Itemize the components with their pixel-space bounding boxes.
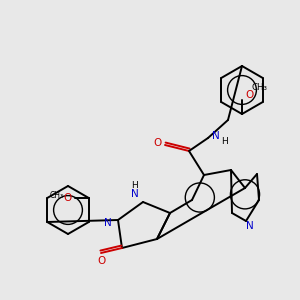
Text: O: O	[245, 90, 253, 100]
Text: N: N	[246, 221, 254, 231]
Text: H: H	[132, 181, 138, 190]
Text: CH₃: CH₃	[252, 83, 268, 92]
Text: CH₃: CH₃	[50, 190, 64, 200]
Text: N: N	[104, 218, 112, 228]
Text: N: N	[212, 131, 220, 141]
Text: H: H	[220, 137, 227, 146]
Text: O: O	[154, 138, 162, 148]
Text: N: N	[131, 189, 139, 199]
Text: O: O	[64, 193, 72, 203]
Text: O: O	[98, 256, 106, 266]
